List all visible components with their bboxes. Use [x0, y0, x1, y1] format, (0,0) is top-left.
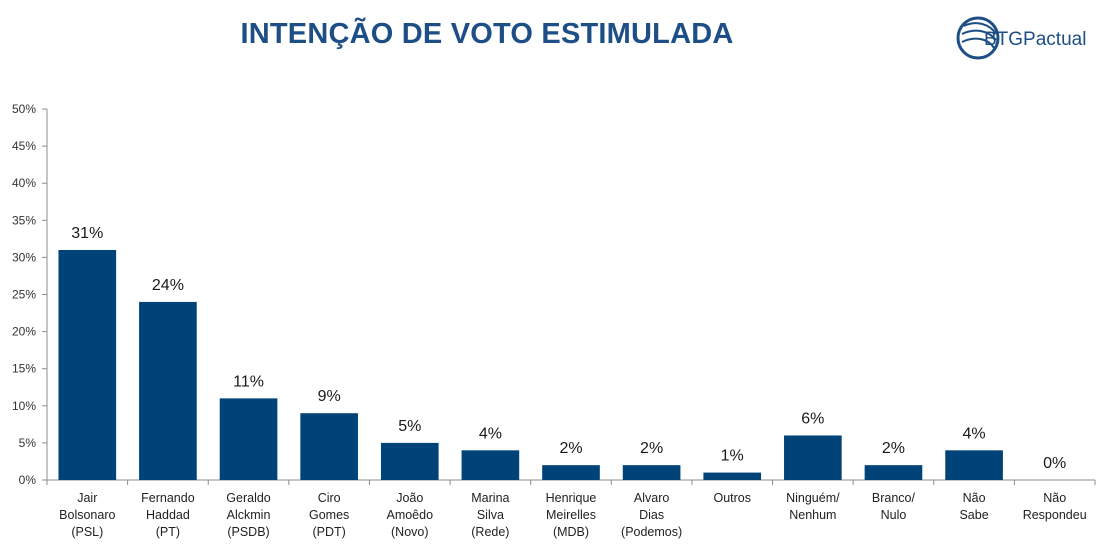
bar	[380, 442, 439, 480]
bar	[703, 472, 762, 480]
y-tick-label: 20%	[12, 325, 36, 339]
category-label: João Amoêdo (Novo)	[386, 491, 433, 539]
bar	[864, 465, 923, 480]
bar	[300, 413, 358, 480]
bar	[622, 465, 681, 480]
data-label: 2%	[559, 440, 582, 457]
data-label: 31%	[71, 225, 103, 242]
data-label: 24%	[152, 277, 184, 294]
data-label: 9%	[318, 388, 341, 405]
bar	[58, 249, 117, 480]
y-tick-label: 15%	[12, 362, 36, 376]
data-label: 6%	[801, 410, 824, 427]
bar	[219, 398, 278, 480]
y-tick-label: 50%	[12, 102, 36, 116]
y-tick-label: 10%	[12, 399, 36, 413]
category-label: Não Respondeu	[1023, 491, 1087, 522]
y-tick-label: 40%	[12, 176, 36, 190]
data-label: 5%	[398, 418, 421, 435]
category-label: Branco/Nulo	[872, 491, 916, 522]
logo-text: BTGPactual	[984, 29, 1086, 50]
data-label: 2%	[882, 440, 905, 457]
x-axis	[46, 479, 1096, 485]
value-labels: 31% 24% 11% 9% 5% 4% 2% 2% 1% 6% 2% 4% 0%	[71, 225, 1066, 472]
data-label: 4%	[479, 425, 502, 442]
logo-swirl-icon	[956, 16, 1000, 60]
y-tick-label: 35%	[12, 213, 36, 227]
data-label: 4%	[963, 425, 986, 442]
bar	[461, 450, 520, 480]
y-tick-label: 0%	[19, 473, 37, 487]
data-label: 2%	[640, 440, 663, 457]
data-label: 0%	[1043, 455, 1066, 472]
category-label: Jair Bolsonaro (PSL)	[59, 491, 115, 539]
category-label: Marina Silva (Rede)	[471, 491, 509, 539]
bar	[945, 450, 1003, 480]
bar	[542, 465, 600, 480]
y-axis: 0% 5% 10% 15% 20% 25% 30% 35% 40% 45% 50%	[12, 102, 48, 487]
y-tick-label: 25%	[12, 288, 36, 302]
category-label: Alvaro Dias (Podemos)	[621, 491, 682, 539]
category-label: Outros	[713, 491, 751, 505]
category-label: Fernando Haddad (PT)	[141, 491, 195, 539]
category-labels: Jair Bolsonaro (PSL) Fernando Haddad (PT) Gera…	[59, 491, 1087, 539]
y-tick-label: 30%	[12, 250, 36, 264]
chart-title: INTENÇÃO DE VOTO ESTIMULADA	[240, 18, 734, 50]
data-label: 11%	[233, 373, 264, 390]
btg-pactual-logo: BTGPactual	[956, 16, 1086, 60]
category-label: Ciro Gomes (PDT)	[309, 491, 349, 539]
y-tick-label: 5%	[19, 436, 37, 450]
category-label: Ninguém/Nenhum	[786, 491, 840, 522]
bars	[58, 249, 1003, 480]
category-label: Geraldo Alckmin (PSDB)	[226, 491, 271, 539]
category-label: Henrique Meirelles (MDB)	[546, 491, 597, 539]
bar	[139, 301, 197, 480]
bar	[784, 435, 842, 480]
y-tick-label: 45%	[12, 139, 36, 153]
category-label: Não Sabe	[959, 491, 988, 522]
data-label: 1%	[721, 448, 744, 465]
